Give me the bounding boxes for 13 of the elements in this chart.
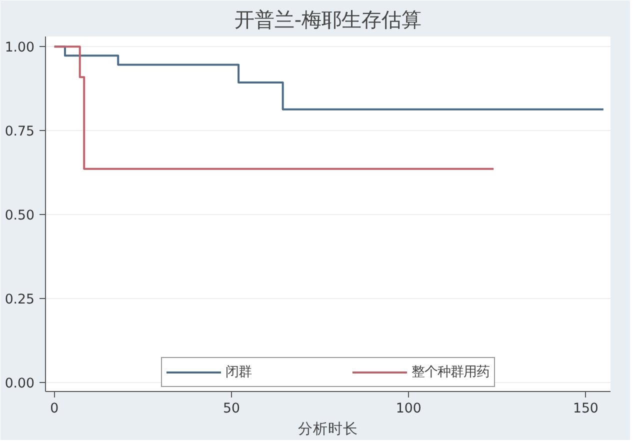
legend-label: 整个种群用药 [412,364,490,381]
x-axis-title: 分析时长 [298,420,358,438]
y-tick-label: 0.25 [4,292,35,308]
y-tick-label: 0.00 [4,376,35,392]
x-tick-label: 100 [396,402,422,416]
y-tick-label: 0.50 [4,208,35,224]
x-tick-label: 50 [222,402,240,416]
legend-label: 闭群 [226,364,252,381]
x-tick-label: 150 [572,402,598,416]
x-tick-label: 0 [50,402,59,416]
y-tick-label: 0.75 [4,124,35,140]
y-tick-label: 1.00 [4,40,35,56]
chart-title: 开普兰-梅耶生存估算 [234,8,422,32]
